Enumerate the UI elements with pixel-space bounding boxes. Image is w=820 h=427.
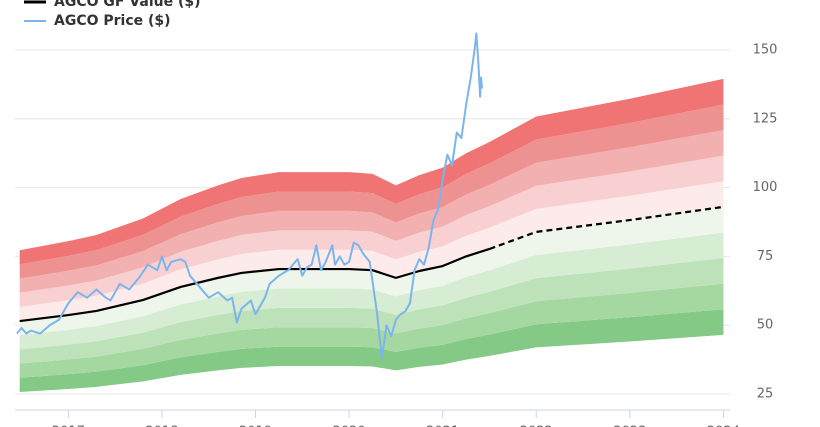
y-tick-label: 50 xyxy=(757,318,774,333)
value-band xyxy=(19,181,724,322)
value-band xyxy=(19,283,724,378)
legend-label: AGCO GF Value ($) xyxy=(54,0,201,10)
value-band xyxy=(19,309,724,392)
value-band xyxy=(19,78,724,265)
gf-value-forecast-line xyxy=(489,205,724,251)
y-tick-label: 75 xyxy=(757,249,774,264)
y-tick-label: 150 xyxy=(753,42,778,57)
value-band xyxy=(19,130,724,293)
y-tick-label: 125 xyxy=(753,111,778,126)
x-tick-label: 2018 xyxy=(145,425,178,427)
value-band xyxy=(19,258,724,364)
x-tick-label: 2022 xyxy=(520,425,553,427)
x-tick-label: 2017 xyxy=(52,425,85,427)
y-tick-label: 25 xyxy=(757,387,774,402)
x-tick-label: 2019 xyxy=(239,425,272,427)
x-tick-label: 2024 xyxy=(707,425,740,427)
gf-value-line xyxy=(19,247,490,323)
value-band xyxy=(19,155,724,307)
legend-label: AGCO Price ($) xyxy=(54,13,171,29)
y-tick-label: 100 xyxy=(753,180,778,195)
value-band xyxy=(19,104,724,279)
value-band xyxy=(19,232,724,350)
price-line xyxy=(16,32,483,360)
x-tick-label: 2021 xyxy=(426,425,459,427)
x-tick-label: 2023 xyxy=(613,425,646,427)
x-tick-label: 2020 xyxy=(333,425,366,427)
